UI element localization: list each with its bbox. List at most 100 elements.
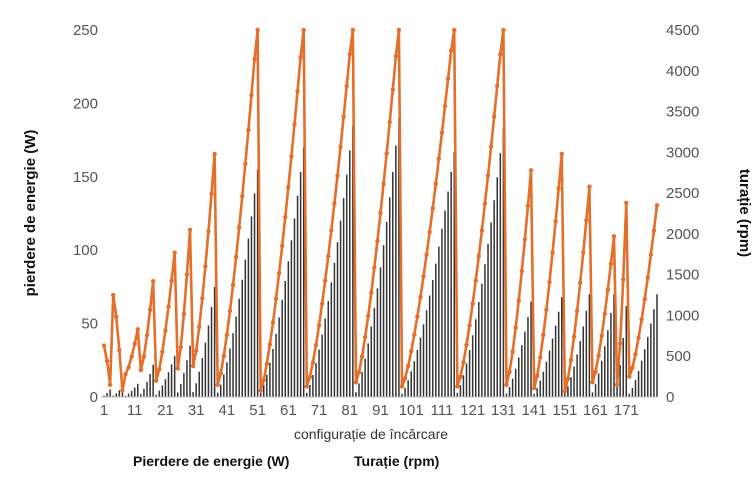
rpm-point <box>378 210 383 216</box>
energy-loss-bar <box>223 374 225 397</box>
energy-loss-bar <box>109 389 111 397</box>
energy-loss-bar <box>302 147 305 397</box>
energy-loss-bar <box>173 355 176 397</box>
rpm-point <box>270 320 276 325</box>
rpm-point <box>648 252 654 257</box>
energy-loss-bar <box>333 262 336 397</box>
energy-loss-bar <box>453 151 455 397</box>
rpm-point <box>577 280 583 285</box>
energy-loss-bar <box>382 245 385 397</box>
energy-loss-bar <box>653 309 655 397</box>
rpm-point <box>141 354 147 359</box>
energy-loss-bar <box>330 282 333 397</box>
energy-loss-bar <box>183 373 185 397</box>
left-tick-label: 0 <box>90 389 98 406</box>
energy-loss-bar <box>588 294 591 397</box>
rpm-point <box>233 254 239 260</box>
rpm-point <box>215 382 220 387</box>
rpm-point <box>455 384 460 389</box>
rpm-point <box>276 270 282 276</box>
energy-loss-bar <box>189 345 191 397</box>
rpm-point <box>458 374 463 380</box>
rpm-point <box>445 76 451 81</box>
energy-loss-bar <box>395 145 397 397</box>
rpm-point <box>504 382 509 387</box>
energy-loss-bar <box>376 288 379 397</box>
energy-loss-bar <box>567 386 569 397</box>
energy-loss-bar <box>238 298 240 397</box>
energy-loss-bar <box>140 394 142 397</box>
energy-loss-bar <box>352 125 354 398</box>
rpm-point <box>531 385 537 391</box>
energy-loss-bar <box>431 279 434 397</box>
energy-loss-bar <box>585 310 588 397</box>
energy-loss-bar <box>146 381 148 397</box>
rpm-point <box>541 332 546 338</box>
energy-loss-bar <box>539 380 542 397</box>
rpm-point <box>200 296 205 301</box>
energy-loss-bar <box>591 392 594 397</box>
energy-loss-bar <box>299 171 302 397</box>
right-tick-label: 4500 <box>666 22 699 39</box>
rpm-point <box>464 342 469 348</box>
rpm-point <box>439 130 445 135</box>
rpm-point <box>516 298 521 303</box>
left-tick-label: 100 <box>73 242 98 259</box>
rpm-point <box>547 279 552 285</box>
x-tick-label: 141 <box>522 402 547 419</box>
rpm-point <box>375 238 380 244</box>
rpm-point <box>608 261 614 266</box>
energy-loss-bar <box>321 334 323 397</box>
energy-loss-bar <box>554 325 557 397</box>
energy-loss-bar <box>118 390 121 397</box>
legend: Pierdere de energie (W) Turație (rpm) <box>133 453 439 469</box>
rpm-point <box>427 229 432 235</box>
rpm-point <box>187 227 193 233</box>
energy-loss-bar <box>345 174 348 397</box>
rpm-point <box>230 282 236 288</box>
energy-loss-bar <box>358 383 360 397</box>
energy-loss-bar <box>637 371 640 397</box>
rpm-point <box>178 344 184 350</box>
energy-loss-bar <box>210 306 213 397</box>
rpm-point <box>307 374 313 380</box>
x-tick-label: 11 <box>127 402 143 419</box>
right-tick-label: 1000 <box>666 307 699 324</box>
energy-loss-bar <box>137 383 139 397</box>
energy-loss-bar <box>521 345 523 397</box>
energy-loss-bar <box>398 118 400 397</box>
rpm-point <box>117 348 122 353</box>
energy-loss-bar <box>428 295 431 397</box>
energy-loss-bar <box>112 395 114 397</box>
energy-loss-bar <box>349 150 351 397</box>
energy-loss-bar <box>474 319 477 397</box>
rpm-point <box>264 361 270 367</box>
energy-loss-bar <box>487 243 489 397</box>
rpm-point <box>258 388 263 393</box>
rpm-point <box>384 151 389 156</box>
energy-loss-bar <box>201 358 204 397</box>
rpm-point <box>645 275 650 280</box>
rpm-point <box>584 218 589 223</box>
energy-loss-bar <box>481 283 483 397</box>
rpm-point <box>399 384 405 389</box>
rpm-point <box>190 363 196 369</box>
energy-loss-bar <box>425 310 428 397</box>
rpm-point <box>614 382 620 387</box>
rpm-point <box>654 203 660 208</box>
right-tick-label: 0 <box>666 389 674 406</box>
energy-loss-bar <box>327 300 330 397</box>
rpm-point <box>221 353 227 358</box>
rpm-point <box>617 341 623 346</box>
energy-loss-bar <box>247 238 250 397</box>
rpm-point <box>452 27 457 33</box>
energy-loss-bar <box>130 390 133 397</box>
energy-loss-bar <box>493 200 495 397</box>
rpm-point <box>209 191 214 196</box>
rpm-point <box>157 367 162 372</box>
energy-loss-bar <box>373 308 376 397</box>
rpm-point <box>163 328 168 333</box>
rpm-point <box>513 325 518 330</box>
energy-loss-bar <box>582 326 585 397</box>
energy-loss-bar <box>336 242 339 397</box>
